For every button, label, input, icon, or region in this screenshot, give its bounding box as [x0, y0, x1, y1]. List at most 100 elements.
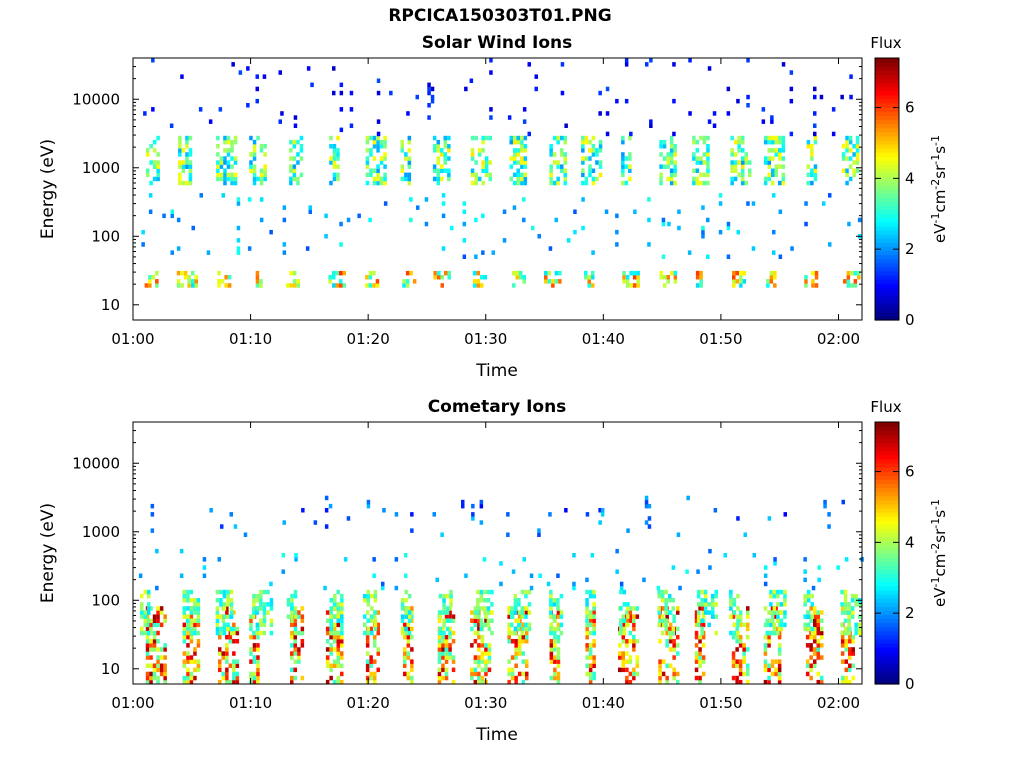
heatmap-cell — [389, 90, 393, 96]
heatmap-cell — [678, 585, 682, 591]
colorbar-segment — [875, 667, 899, 673]
heatmap-cell — [736, 229, 740, 235]
heatmap-cell — [293, 647, 297, 652]
heatmap-cell — [372, 176, 377, 182]
heatmap-cell — [256, 647, 260, 652]
heatmap-cell — [735, 663, 739, 668]
heatmap-cell — [706, 156, 710, 161]
heatmap-cell — [805, 671, 810, 677]
heatmap-cell — [845, 156, 849, 161]
heatmap-cell — [400, 598, 405, 603]
heatmap-cell — [510, 667, 515, 673]
heatmap-cell — [852, 172, 856, 178]
heatmap-cell — [206, 250, 211, 255]
heatmap-cell — [156, 659, 160, 664]
heatmap-cell — [470, 667, 474, 673]
heatmap-cell — [189, 655, 194, 660]
heatmap-cell — [847, 614, 851, 619]
heatmap-cell — [698, 606, 702, 611]
heatmap-cell — [259, 283, 263, 288]
heatmap-cell — [553, 659, 557, 664]
heatmap-cell — [771, 172, 775, 178]
heatmap-cell — [840, 634, 845, 640]
heatmap-cell — [151, 107, 155, 112]
heatmap-cell — [300, 614, 305, 619]
colorbar-segment — [875, 111, 899, 116]
heatmap-cell — [188, 168, 193, 173]
heatmap-cell — [310, 82, 314, 88]
heatmap-cell — [182, 679, 187, 685]
heatmap-cell — [483, 622, 487, 628]
heatmap-cell — [706, 152, 710, 157]
heatmap-cell — [300, 675, 305, 681]
heatmap-cell — [479, 520, 484, 525]
heatmap-cell — [152, 630, 157, 636]
heatmap-cell — [221, 618, 225, 623]
heatmap-cell — [585, 614, 589, 619]
heatmap-cell — [152, 139, 157, 145]
heatmap-cell — [474, 254, 478, 259]
heatmap-cell — [767, 639, 771, 644]
heatmap-cell — [736, 606, 740, 611]
heatmap-cell — [534, 86, 538, 92]
colorbar-segment — [875, 651, 899, 656]
heatmap-cell — [810, 180, 814, 186]
colorbar-segment — [875, 143, 899, 149]
heatmap-cell — [293, 614, 298, 619]
heatmap-cell — [598, 148, 603, 153]
heatmap-cell — [701, 614, 706, 619]
heatmap-cell — [415, 94, 419, 100]
heatmap-cell — [225, 634, 229, 640]
heatmap-cell — [176, 217, 181, 223]
heatmap-cell — [293, 630, 298, 636]
colorbar-segment — [875, 655, 899, 661]
heatmap-cell — [269, 602, 274, 607]
heatmap-cell — [585, 589, 589, 595]
heatmap-cell — [588, 589, 593, 595]
heatmap-cell — [373, 675, 377, 681]
heatmap-cell — [621, 180, 625, 186]
heatmap-cell — [783, 622, 787, 628]
heatmap-cell — [625, 639, 629, 644]
heatmap-cell — [476, 270, 480, 276]
heatmap-cell — [140, 614, 144, 619]
heatmap-cell — [621, 139, 625, 145]
heatmap-cell — [182, 606, 186, 611]
heatmap-cell — [845, 148, 849, 153]
heatmap-cell — [156, 618, 160, 623]
heatmap-cell — [410, 679, 414, 685]
heatmap-cell — [850, 606, 855, 611]
heatmap-cell — [771, 139, 775, 145]
heatmap-cell — [813, 630, 817, 636]
heatmap-cell — [443, 156, 447, 161]
heatmap-cell — [779, 622, 784, 628]
heatmap-cell — [255, 270, 260, 276]
heatmap-cell — [636, 275, 640, 280]
heatmap-cell — [178, 172, 182, 178]
heatmap-cell — [806, 172, 811, 178]
heatmap-cell — [729, 602, 733, 607]
colorbar-segment — [875, 483, 899, 489]
heatmap-cell — [198, 107, 203, 112]
heatmap-cell — [336, 606, 340, 611]
heatmap-cell — [138, 573, 143, 578]
heatmap-cell — [369, 135, 373, 141]
heatmap-cell — [777, 630, 782, 636]
heatmap-cell — [373, 639, 377, 644]
heatmap-cell — [219, 602, 223, 607]
heatmap-cell — [847, 626, 851, 632]
heatmap-cell — [661, 622, 666, 628]
heatmap-cell — [549, 164, 553, 169]
heatmap-cell — [585, 577, 589, 583]
heatmap-cell — [281, 553, 285, 558]
heatmap-cell — [588, 630, 593, 636]
heatmap-cell — [444, 647, 449, 652]
heatmap-cell — [628, 156, 632, 161]
heatmap-cell — [700, 618, 704, 623]
heatmap-cell — [656, 585, 661, 591]
heatmap-cell — [659, 270, 663, 276]
heatmap-cell — [848, 667, 852, 673]
colorbar-title: Flux — [870, 34, 901, 52]
heatmap-cell — [252, 614, 256, 619]
heatmap-cell — [336, 172, 340, 178]
